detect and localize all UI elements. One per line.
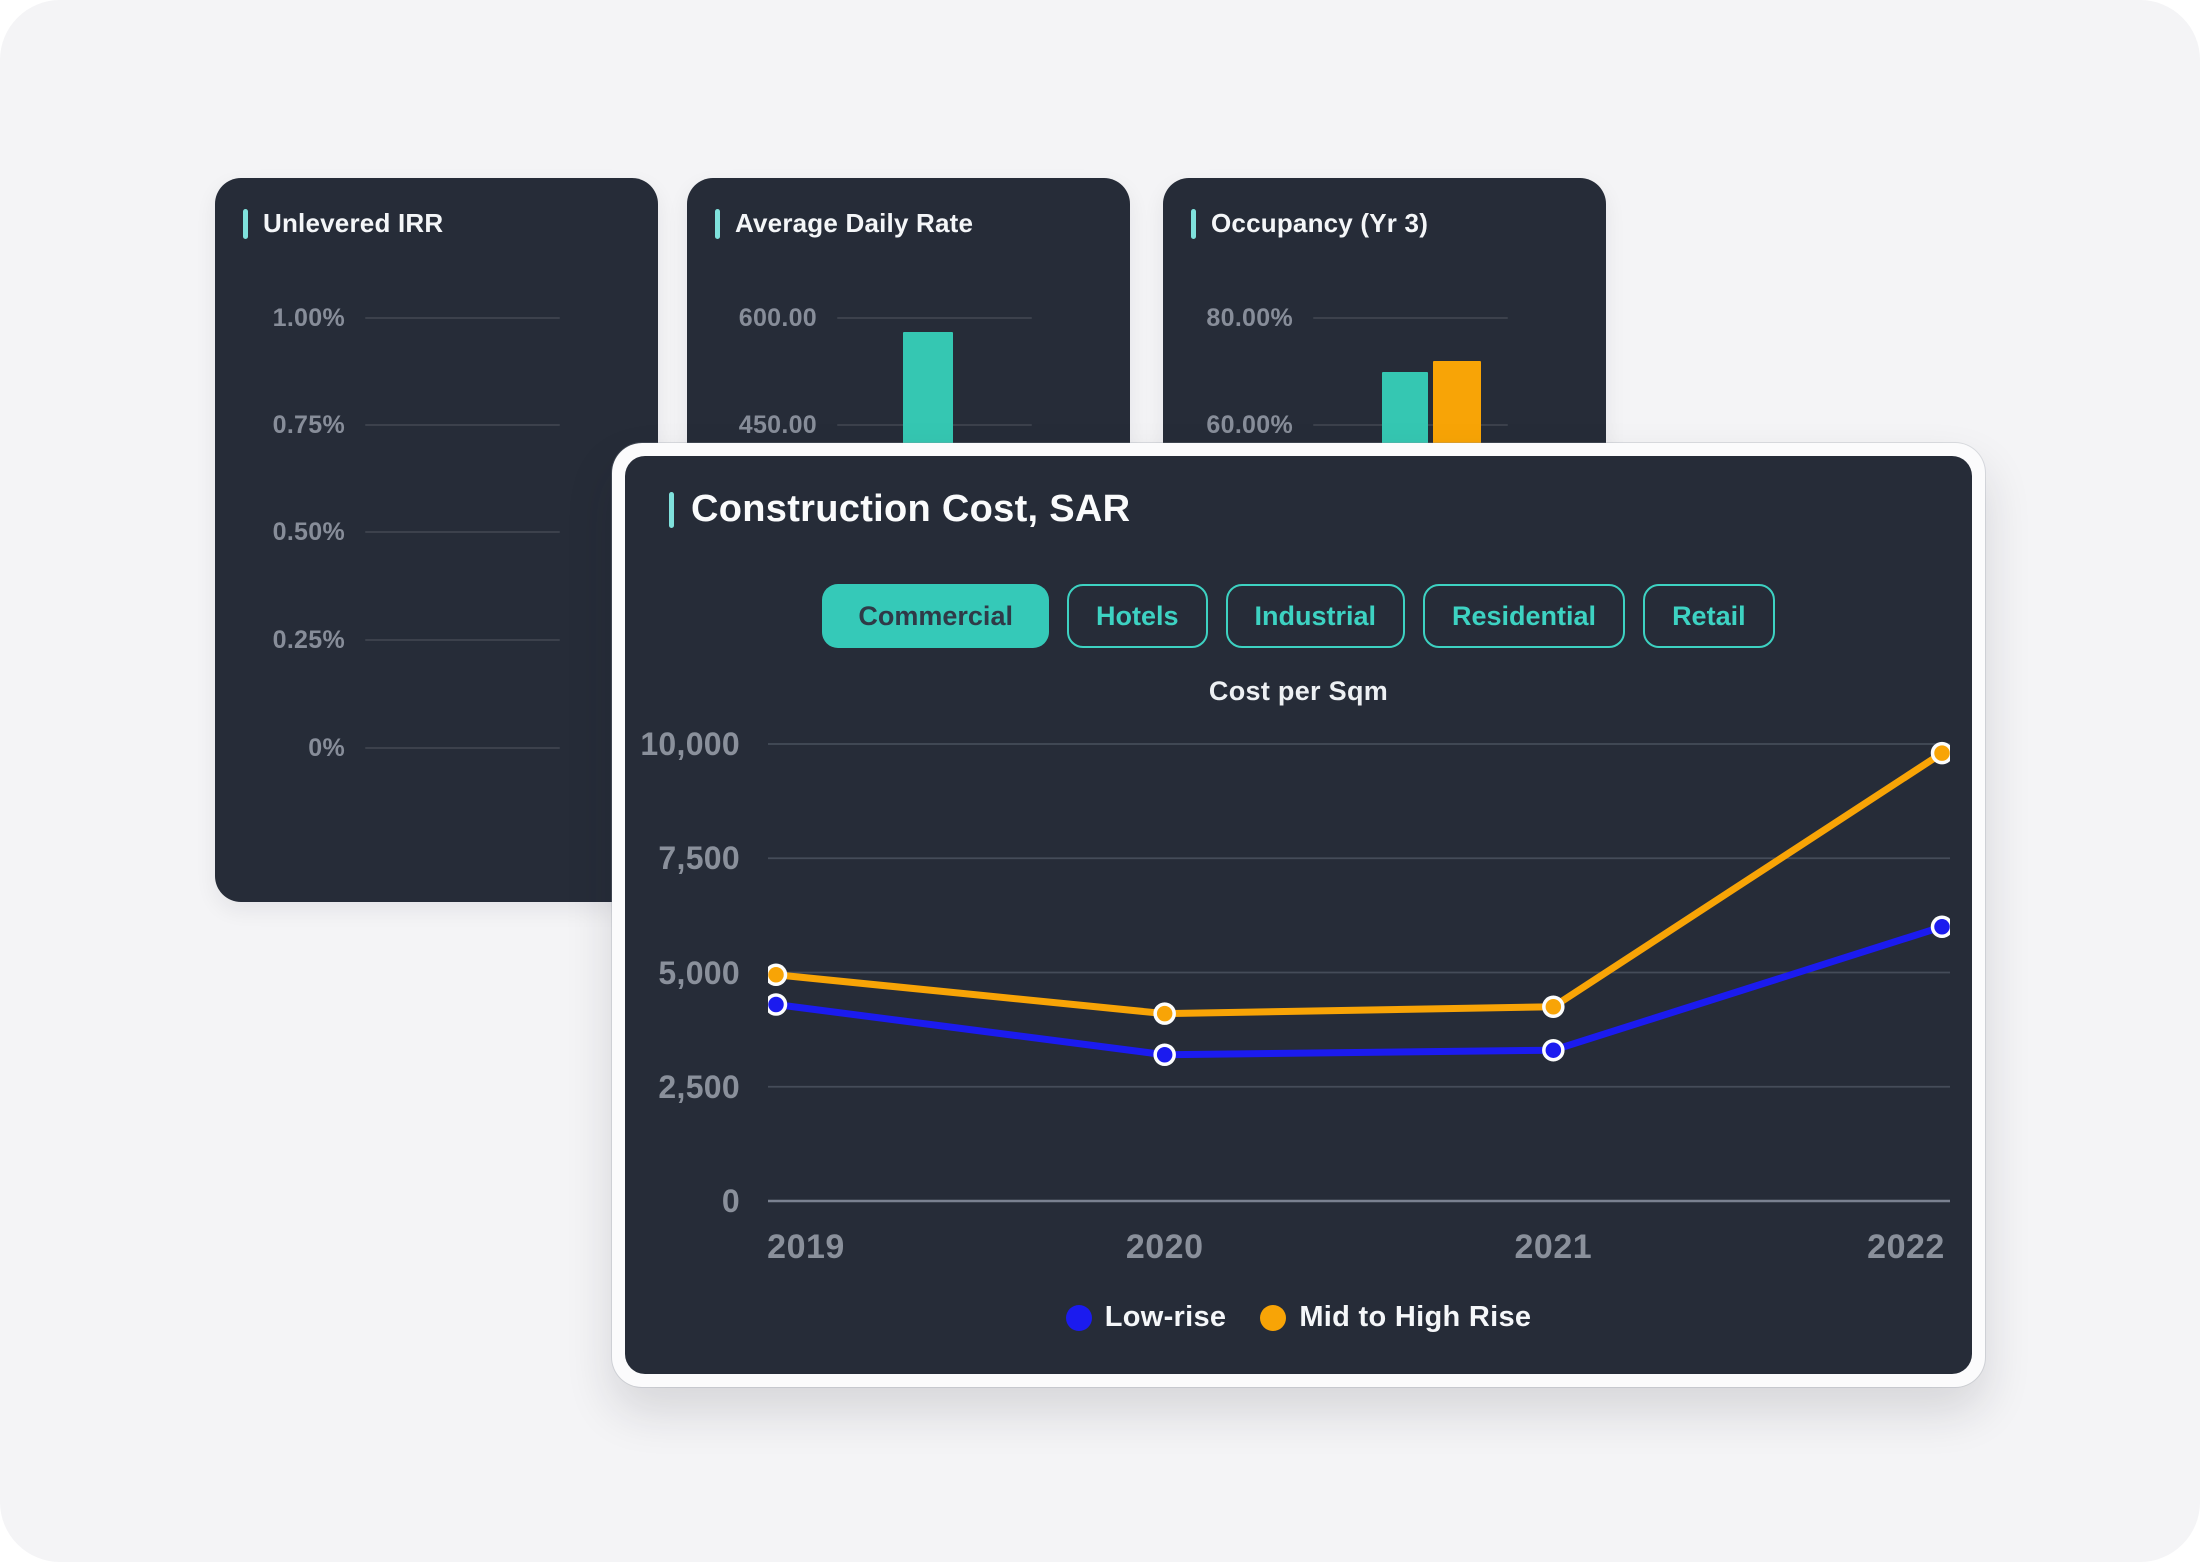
legend-item-low-rise: Low-rise — [1065, 1301, 1227, 1334]
data-point-low-rise-2019 — [764, 993, 788, 1016]
tab-residential[interactable]: Residential — [1423, 584, 1626, 648]
card-accent-bar — [669, 491, 674, 528]
data-point-low-rise-2020 — [1153, 1043, 1176, 1067]
y-axis-tick-label: 2,500 — [658, 1068, 740, 1105]
legend-dot — [1260, 1304, 1287, 1331]
card-unlevered-irr: Unlevered IRR 1.00% 0.75% 0.50% 0.25% 0% — [215, 178, 658, 902]
x-axis-tick-label-2020: 2020 — [1125, 1228, 1204, 1266]
y-axis-tick-label: 0 — [721, 1183, 740, 1219]
gridline — [365, 317, 560, 319]
card-title: Unlevered IRR — [263, 208, 444, 238]
gridline-row: 80.00% — [1163, 304, 1606, 332]
category-tabs: Commercial Hotels Industrial Residential Ret… — [625, 584, 1972, 648]
data-point-mid-to-high-rise-2021 — [1542, 995, 1565, 1019]
x-axis-tick-label-2022: 2022 — [1867, 1228, 1945, 1266]
series-line-mid-to-high-rise — [772, 749, 1946, 1018]
axis-tick-label: 0% — [308, 733, 345, 762]
data-point-mid-to-high-rise-2020 — [1153, 1002, 1176, 1025]
tab-hotels[interactable]: Hotels — [1066, 584, 1208, 648]
y-axis-tick-label: 7,500 — [658, 840, 740, 877]
chart-legend: Low-rise Mid to High Rise — [625, 1301, 1972, 1334]
card-title-row: Average Daily Rate — [687, 178, 1130, 239]
card-title: Average Daily Rate — [735, 208, 974, 238]
card-accent-bar — [715, 208, 720, 239]
gridline — [365, 531, 560, 533]
legend-item-mid-to-high-rise: Mid to High Rise — [1260, 1301, 1531, 1334]
data-point-mid-to-high-rise-2022 — [1930, 741, 1954, 765]
panel-title-row: Construction Cost, SAR — [669, 488, 1130, 531]
card-title-row: Occupancy (Yr 3) — [1163, 178, 1606, 239]
axis-tick-label: 600.00 — [738, 303, 817, 332]
x-axis-labels: 2019 2020 2021 2022 — [767, 1228, 1950, 1270]
gridline — [365, 639, 560, 641]
gridline-row: 0.75% — [215, 411, 658, 439]
card-construction-cost: Construction Cost, SAR Commercial Hotels I… — [612, 443, 1985, 1387]
gridline-row: 1.00% — [215, 304, 658, 332]
gridline — [365, 424, 560, 426]
gridline — [1313, 317, 1508, 319]
line-chart-plot-area — [764, 732, 1954, 1222]
gridline — [837, 317, 1032, 319]
chart-subtitle: Cost per Sqm — [1208, 676, 1389, 706]
legend-label: Low-rise — [1104, 1301, 1227, 1333]
axis-tick-label: 0.50% — [272, 517, 345, 546]
y-axis-tick-label: 5,000 — [658, 954, 740, 991]
axis-tick-label: 80.00% — [1206, 303, 1293, 332]
gridline — [365, 747, 560, 749]
x-axis-tick-label-2019: 2019 — [767, 1228, 845, 1266]
card-title-row: Unlevered IRR — [215, 178, 658, 239]
x-axis-tick-label-2021: 2021 — [1514, 1228, 1593, 1266]
axis-tick-label: 0.25% — [272, 625, 345, 654]
data-point-mid-to-high-rise-2019 — [764, 963, 788, 987]
gridline-row: 0.25% — [215, 626, 658, 654]
tab-industrial[interactable]: Industrial — [1225, 584, 1406, 648]
axis-tick-label: 450.00 — [738, 410, 817, 439]
gridline-row: 0.50% — [215, 518, 658, 546]
tab-commercial[interactable]: Commercial — [822, 584, 1049, 648]
y-axis-labels: 10,000 7,500 5,000 2,500 0 — [625, 456, 740, 1374]
card-title: Occupancy (Yr 3) — [1211, 208, 1429, 238]
panel-title: Construction Cost, SAR — [691, 488, 1131, 530]
line-chart-svg — [764, 741, 1954, 1203]
card-accent-bar — [1191, 208, 1196, 239]
gridline-row: 0% — [215, 734, 658, 762]
construction-cost-panel: Construction Cost, SAR Commercial Hotels I… — [625, 456, 1972, 1374]
legend-dot — [1065, 1304, 1092, 1331]
axis-tick-label: 1.00% — [272, 303, 345, 332]
y-axis-tick-label: 10,000 — [640, 726, 740, 762]
data-point-low-rise-2022 — [1930, 915, 1954, 939]
tab-retail[interactable]: Retail — [1643, 584, 1775, 648]
series-line-low-rise — [772, 923, 1946, 1059]
axis-tick-label: 0.75% — [272, 410, 345, 439]
data-point-low-rise-2021 — [1542, 1038, 1565, 1062]
gridline-row: 600.00 — [687, 304, 1130, 332]
unlevered-irr-chart: 1.00% 0.75% 0.50% 0.25% 0% — [215, 178, 658, 902]
card-accent-bar — [243, 208, 248, 239]
legend-label: Mid to High Rise — [1299, 1301, 1532, 1333]
axis-tick-label: 60.00% — [1206, 410, 1293, 439]
